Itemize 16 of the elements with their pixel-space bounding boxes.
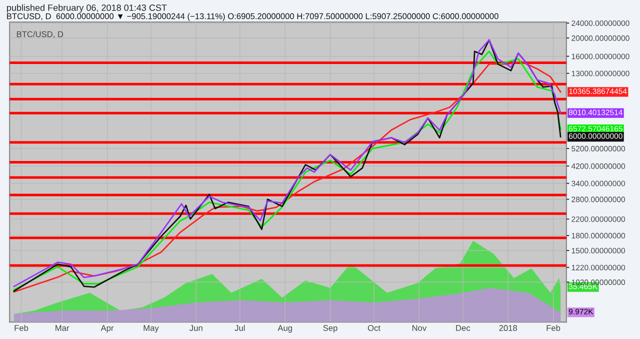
x-tick-label: Feb bbox=[546, 324, 560, 331]
x-tick-label: Feb bbox=[14, 324, 28, 331]
x-tick-label: Dec bbox=[456, 325, 470, 331]
text: BTC/USD, D bbox=[16, 31, 64, 38]
x-tick-label: Nov bbox=[412, 325, 427, 331]
x-tick-label: Apr bbox=[100, 325, 114, 333]
x-tick-label: Jun bbox=[190, 325, 202, 331]
x-tick-label: Mar bbox=[56, 325, 70, 331]
x-tick-label: Aug bbox=[278, 325, 292, 333]
x-tick-label: 2018 bbox=[499, 325, 518, 331]
x-tick-label: May bbox=[144, 325, 159, 333]
x-tick-label: Sep bbox=[323, 325, 338, 333]
text: BTCUSD, D 6000.00000000 ▼ −905.19000244 (−13.11%) O:6905.20000000 H:7097.50000000 L:5907.25000000 C:6000.00000000 bbox=[7, 13, 498, 21]
chart-subtitle: published February 06, 2018 01:43 CST bbox=[6, 4, 167, 13]
x-tick-label: Jul bbox=[234, 324, 245, 331]
x-tick-label: Oct bbox=[368, 325, 380, 331]
